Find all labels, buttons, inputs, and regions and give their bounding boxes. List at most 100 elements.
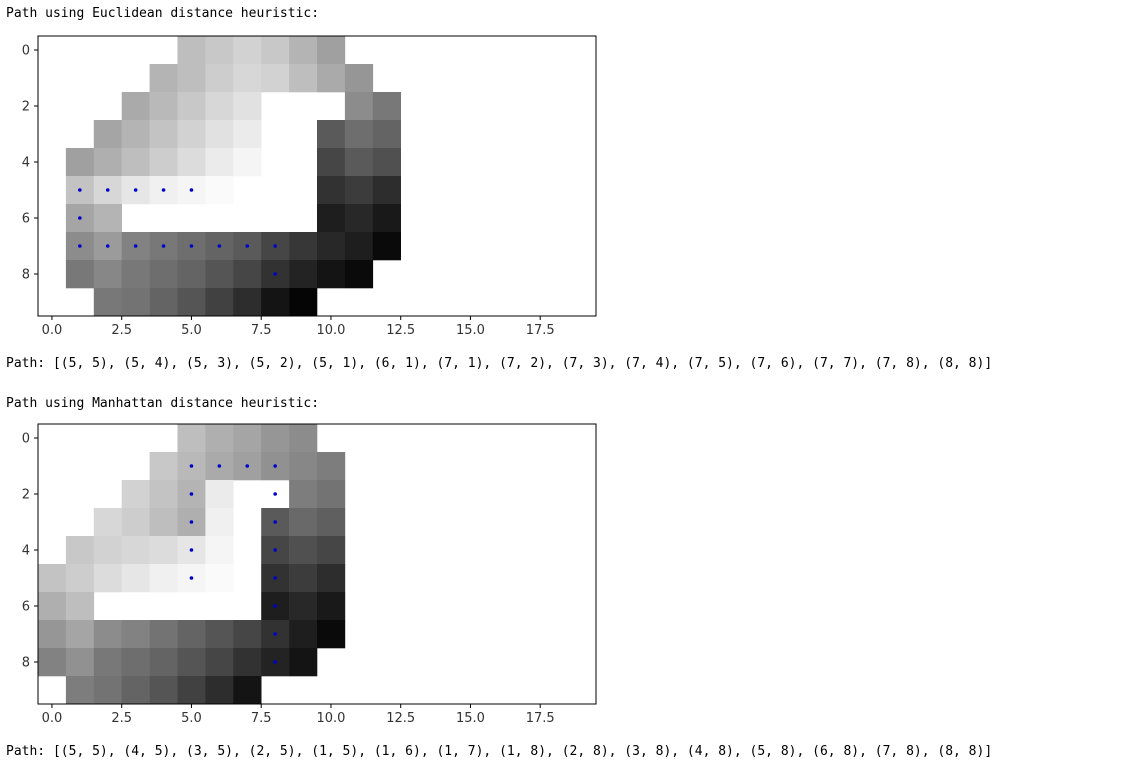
heatmap-cell: [121, 92, 150, 121]
path-point: [189, 188, 194, 192]
heatmap-cell: [93, 564, 122, 593]
path-point: [78, 188, 82, 192]
heatmap-cell: [205, 536, 234, 565]
path-point: [273, 660, 277, 664]
x-tick-label: 0.0: [42, 711, 63, 726]
path-point: [189, 520, 194, 524]
heatmap-cell: [344, 64, 374, 93]
heatmap-cell: [344, 204, 374, 233]
heatmap-cell: [121, 120, 150, 149]
heatmap-cell: [372, 232, 401, 261]
heatmap-cell: [177, 648, 206, 677]
heatmap-cell: [205, 564, 234, 593]
heatmap-cell: [65, 648, 95, 677]
path-point: [189, 548, 194, 552]
heatmap-cell: [205, 36, 234, 65]
heatmap-cell: [317, 148, 346, 177]
x-tick-label: 0.0: [42, 323, 63, 338]
heatmap-cell: [372, 204, 401, 233]
y-tick-label: 2: [22, 488, 30, 503]
heatmap-cell: [149, 452, 178, 481]
y-tick-label: 8: [22, 656, 30, 671]
heatmap-cell: [93, 536, 122, 565]
path-point: [273, 244, 277, 248]
heatmap-cell: [149, 480, 178, 509]
heatmap-cell: [289, 620, 318, 649]
heatmap-cell: [289, 592, 318, 621]
heatmap-cell: [205, 508, 234, 537]
heatmap-cell: [289, 648, 318, 677]
path-point: [245, 464, 250, 468]
heatmap-cell: [372, 92, 401, 121]
heatmap-cell: [205, 620, 234, 649]
path-point: [273, 272, 277, 276]
heatmap-cell: [65, 620, 95, 649]
path-point: [273, 604, 277, 608]
path-point: [189, 244, 194, 248]
heatmap-cell: [289, 452, 318, 481]
heatmap-cell: [289, 480, 318, 509]
path-point: [133, 188, 138, 192]
heatmap-cell: [317, 564, 346, 593]
y-tick-label: 6: [22, 600, 30, 615]
heatmap-cell: [177, 260, 206, 289]
heatmap-cell: [65, 676, 95, 705]
heatmap-cell: [289, 564, 318, 593]
heatmap-cell: [65, 592, 95, 621]
heatmap-cell: [233, 260, 262, 289]
heatmap-svg: 0.0 2.5 5.0 7.5 10.0 12.5 15.0 17.5 0 2 4 6 8: [22, 423, 597, 726]
path-point: [78, 244, 82, 248]
heatmap-cell: [149, 120, 178, 149]
heatmap-cell: [317, 592, 346, 621]
heatmap-cell: [317, 232, 346, 261]
heatmap-cell: [149, 648, 178, 677]
heatmap-cell: [344, 232, 374, 261]
heatmap-cell: [149, 620, 178, 649]
x-tick-label: 5.0: [181, 323, 202, 338]
path-point: [273, 632, 277, 636]
heatmap-cell: [177, 64, 206, 93]
x-tick-label: 10.0: [316, 323, 345, 338]
heatmap-cell: [93, 148, 122, 177]
heatmap-cell: [289, 64, 318, 93]
heatmap-cell: [149, 288, 178, 317]
heatmap-cell: [233, 676, 262, 705]
heatmap-cell: [233, 120, 262, 149]
heatmap-cell: [261, 424, 290, 453]
heatmap-cell: [344, 148, 374, 177]
heatmap-cell: [317, 452, 346, 481]
heatmap-cell: [121, 508, 150, 537]
y-tick-label: 8: [22, 268, 30, 283]
heatmap-cell: [65, 148, 95, 177]
heatmap-cell: [121, 148, 150, 177]
y-tick-label: 4: [22, 156, 30, 171]
heatmap-cells: [38, 424, 346, 705]
heatmap-cell: [233, 148, 262, 177]
heatmap-cell: [93, 620, 122, 649]
heatmap-cell: [233, 648, 262, 677]
x-tick-label: 2.5: [111, 711, 132, 726]
y-tick-label: 6: [22, 212, 30, 227]
heatmap-cell: [233, 64, 262, 93]
path-point: [273, 492, 277, 496]
heatmap-cell: [65, 536, 95, 565]
path-point: [105, 188, 110, 192]
heatmap-cell: [317, 36, 346, 65]
heatmap-cell: [289, 260, 318, 289]
path-point: [273, 464, 277, 468]
heatmap-cell: [205, 424, 234, 453]
y-tick-label: 4: [22, 544, 30, 559]
heatmap-svg: 0.0 2.5 5.0 7.5 10.0 12.5 15.0 17.5 0 2 4 6 8: [22, 35, 597, 338]
path-point: [217, 464, 222, 468]
path-point: [217, 244, 222, 248]
heatmap-cell: [38, 564, 67, 593]
heatmap-cell: [121, 564, 150, 593]
heatmap-cell: [177, 36, 206, 65]
heatmap-cell: [233, 36, 262, 65]
heatmap-cell: [149, 676, 178, 705]
x-tick-label: 12.5: [386, 711, 415, 726]
heatmap-cell: [205, 148, 234, 177]
x-tick-label: 15.0: [456, 323, 485, 338]
path-point: [245, 244, 250, 248]
heatmap-cell: [93, 288, 122, 317]
